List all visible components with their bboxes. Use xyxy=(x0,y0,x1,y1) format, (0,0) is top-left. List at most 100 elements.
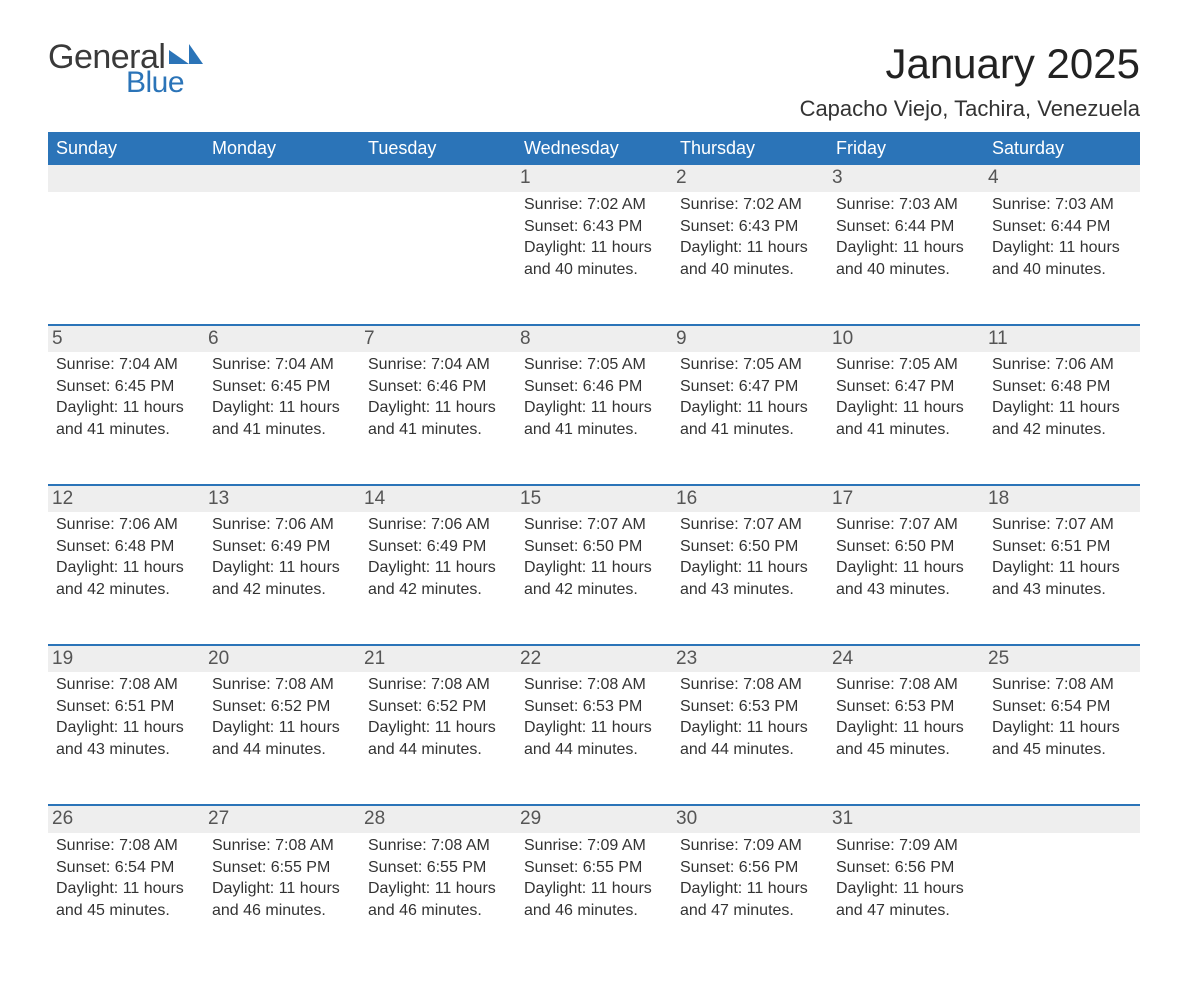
sunrise-text: Sunrise: 7:06 AM xyxy=(56,514,198,536)
day-info: Sunrise: 7:08 AMSunset: 6:53 PMDaylight:… xyxy=(676,672,822,760)
calendar-cell: Sunrise: 7:08 AMSunset: 6:52 PMDaylight:… xyxy=(204,672,360,792)
week-info-row: Sunrise: 7:04 AMSunset: 6:45 PMDaylight:… xyxy=(48,352,1140,472)
calendar-cell xyxy=(984,833,1140,953)
sunrise-text: Sunrise: 7:05 AM xyxy=(524,354,666,376)
sunset-text: Sunset: 6:50 PM xyxy=(524,536,666,558)
daylight-text: Daylight: 11 hours and 40 minutes. xyxy=(992,237,1134,280)
day-info: Sunrise: 7:03 AMSunset: 6:44 PMDaylight:… xyxy=(832,192,978,280)
sunset-text: Sunset: 6:46 PM xyxy=(368,376,510,398)
calendar-cell: Sunrise: 7:06 AMSunset: 6:49 PMDaylight:… xyxy=(204,512,360,632)
daylight-text: Daylight: 11 hours and 41 minutes. xyxy=(524,397,666,440)
day-of-week: Friday xyxy=(828,132,984,165)
logo-mark-icon xyxy=(169,44,203,68)
calendar-cell: Sunrise: 7:04 AMSunset: 6:45 PMDaylight:… xyxy=(204,352,360,472)
day-info: Sunrise: 7:08 AMSunset: 6:52 PMDaylight:… xyxy=(208,672,354,760)
day-info: Sunrise: 7:08 AMSunset: 6:52 PMDaylight:… xyxy=(364,672,510,760)
calendar-cell: Sunrise: 7:08 AMSunset: 6:52 PMDaylight:… xyxy=(360,672,516,792)
calendar-cell: Sunrise: 7:09 AMSunset: 6:55 PMDaylight:… xyxy=(516,833,672,953)
sunset-text: Sunset: 6:43 PM xyxy=(524,216,666,238)
sunset-text: Sunset: 6:55 PM xyxy=(212,857,354,879)
sunset-text: Sunset: 6:55 PM xyxy=(368,857,510,879)
sunrise-text: Sunrise: 7:08 AM xyxy=(212,674,354,696)
sunrise-text: Sunrise: 7:07 AM xyxy=(524,514,666,536)
sunset-text: Sunset: 6:53 PM xyxy=(680,696,822,718)
calendar: SundayMondayTuesdayWednesdayThursdayFrid… xyxy=(48,132,1140,953)
calendar-cell: Sunrise: 7:08 AMSunset: 6:55 PMDaylight:… xyxy=(360,833,516,953)
day-number: 13 xyxy=(204,486,360,512)
day-number: 30 xyxy=(672,806,828,833)
day-info: Sunrise: 7:09 AMSunset: 6:55 PMDaylight:… xyxy=(520,833,666,921)
day-number: 5 xyxy=(48,326,204,352)
daylight-text: Daylight: 11 hours and 41 minutes. xyxy=(836,397,978,440)
sunrise-text: Sunrise: 7:06 AM xyxy=(992,354,1134,376)
calendar-cell: Sunrise: 7:05 AMSunset: 6:47 PMDaylight:… xyxy=(828,352,984,472)
daylight-text: Daylight: 11 hours and 44 minutes. xyxy=(368,717,510,760)
day-number: 3 xyxy=(828,165,984,192)
page-title: January 2025 xyxy=(800,40,1140,88)
daylight-text: Daylight: 11 hours and 46 minutes. xyxy=(212,878,354,921)
week-daynum-row: 262728293031 xyxy=(48,804,1140,833)
sunrise-text: Sunrise: 7:08 AM xyxy=(524,674,666,696)
day-number: 15 xyxy=(516,486,672,512)
sunrise-text: Sunrise: 7:05 AM xyxy=(680,354,822,376)
sunrise-text: Sunrise: 7:09 AM xyxy=(836,835,978,857)
sunrise-text: Sunrise: 7:05 AM xyxy=(836,354,978,376)
calendar-cell: Sunrise: 7:06 AMSunset: 6:49 PMDaylight:… xyxy=(360,512,516,632)
sunset-text: Sunset: 6:56 PM xyxy=(836,857,978,879)
day-number: 1 xyxy=(516,165,672,192)
sunset-text: Sunset: 6:51 PM xyxy=(56,696,198,718)
daylight-text: Daylight: 11 hours and 45 minutes. xyxy=(836,717,978,760)
sunrise-text: Sunrise: 7:02 AM xyxy=(680,194,822,216)
day-of-week: Sunday xyxy=(48,132,204,165)
sunset-text: Sunset: 6:44 PM xyxy=(836,216,978,238)
day-info: Sunrise: 7:07 AMSunset: 6:51 PMDaylight:… xyxy=(988,512,1134,600)
day-number: 8 xyxy=(516,326,672,352)
daylight-text: Daylight: 11 hours and 40 minutes. xyxy=(836,237,978,280)
sunrise-text: Sunrise: 7:08 AM xyxy=(680,674,822,696)
day-number: 31 xyxy=(828,806,984,833)
day-info: Sunrise: 7:05 AMSunset: 6:47 PMDaylight:… xyxy=(832,352,978,440)
sunset-text: Sunset: 6:56 PM xyxy=(680,857,822,879)
empty-day-number xyxy=(48,165,204,192)
title-block: January 2025 Capacho Viejo, Tachira, Ven… xyxy=(800,40,1140,122)
daylight-text: Daylight: 11 hours and 43 minutes. xyxy=(680,557,822,600)
page-subtitle: Capacho Viejo, Tachira, Venezuela xyxy=(800,96,1140,122)
day-info: Sunrise: 7:08 AMSunset: 6:55 PMDaylight:… xyxy=(208,833,354,921)
calendar-cell: Sunrise: 7:04 AMSunset: 6:45 PMDaylight:… xyxy=(48,352,204,472)
day-info: Sunrise: 7:04 AMSunset: 6:46 PMDaylight:… xyxy=(364,352,510,440)
daylight-text: Daylight: 11 hours and 41 minutes. xyxy=(56,397,198,440)
empty-day-number xyxy=(204,165,360,192)
sunset-text: Sunset: 6:47 PM xyxy=(680,376,822,398)
sunset-text: Sunset: 6:50 PM xyxy=(680,536,822,558)
calendar-cell: Sunrise: 7:09 AMSunset: 6:56 PMDaylight:… xyxy=(828,833,984,953)
daylight-text: Daylight: 11 hours and 47 minutes. xyxy=(836,878,978,921)
sunset-text: Sunset: 6:47 PM xyxy=(836,376,978,398)
calendar-body: 1234Sunrise: 7:02 AM Sunset: 6:43 PM Dayli… xyxy=(48,165,1140,953)
week-info-row: Sunrise: 7:08 AM Sunset: 6:51 PM Daylight:… xyxy=(48,672,1140,792)
day-number: 14 xyxy=(360,486,516,512)
calendar-cell: Sunrise: 7:08 AMSunset: 6:53 PMDaylight:… xyxy=(672,672,828,792)
day-info: Sunrise: 7:07 AMSunset: 6:50 PMDaylight:… xyxy=(520,512,666,600)
empty-day-number xyxy=(984,806,1140,833)
logo: General Blue xyxy=(48,40,203,98)
day-info: Sunrise: 7:04 AMSunset: 6:45 PMDaylight:… xyxy=(52,352,198,440)
daylight-text: Daylight: 11 hours and 42 minutes. xyxy=(212,557,354,600)
day-number: 25 xyxy=(984,646,1140,672)
day-of-week: Saturday xyxy=(984,132,1140,165)
day-info: Sunrise: 7:08 AMSunset: 6:51 PMDaylight:… xyxy=(52,672,198,760)
week-daynum-row: 1234 xyxy=(48,165,1140,192)
day-number: 28 xyxy=(360,806,516,833)
sunrise-text: Sunrise: 7:09 AM xyxy=(524,835,666,857)
sunrise-text: Sunrise: 7:07 AM xyxy=(680,514,822,536)
sunset-text: Sunset: 6:54 PM xyxy=(56,857,198,879)
day-number: 4 xyxy=(984,165,1140,192)
day-number: 10 xyxy=(828,326,984,352)
sunset-text: Sunset: 6:53 PM xyxy=(524,696,666,718)
calendar-cell: Sunrise: 7:03 AMSunset: 6:44 PMDaylight:… xyxy=(828,192,984,312)
sunset-text: Sunset: 6:52 PM xyxy=(212,696,354,718)
day-info: Sunrise: 7:04 AMSunset: 6:45 PMDaylight:… xyxy=(208,352,354,440)
day-info: Sunrise: 7:07 AMSunset: 6:50 PMDaylight:… xyxy=(676,512,822,600)
sunset-text: Sunset: 6:49 PM xyxy=(212,536,354,558)
sunset-text: Sunset: 6:55 PM xyxy=(524,857,666,879)
day-number: 29 xyxy=(516,806,672,833)
